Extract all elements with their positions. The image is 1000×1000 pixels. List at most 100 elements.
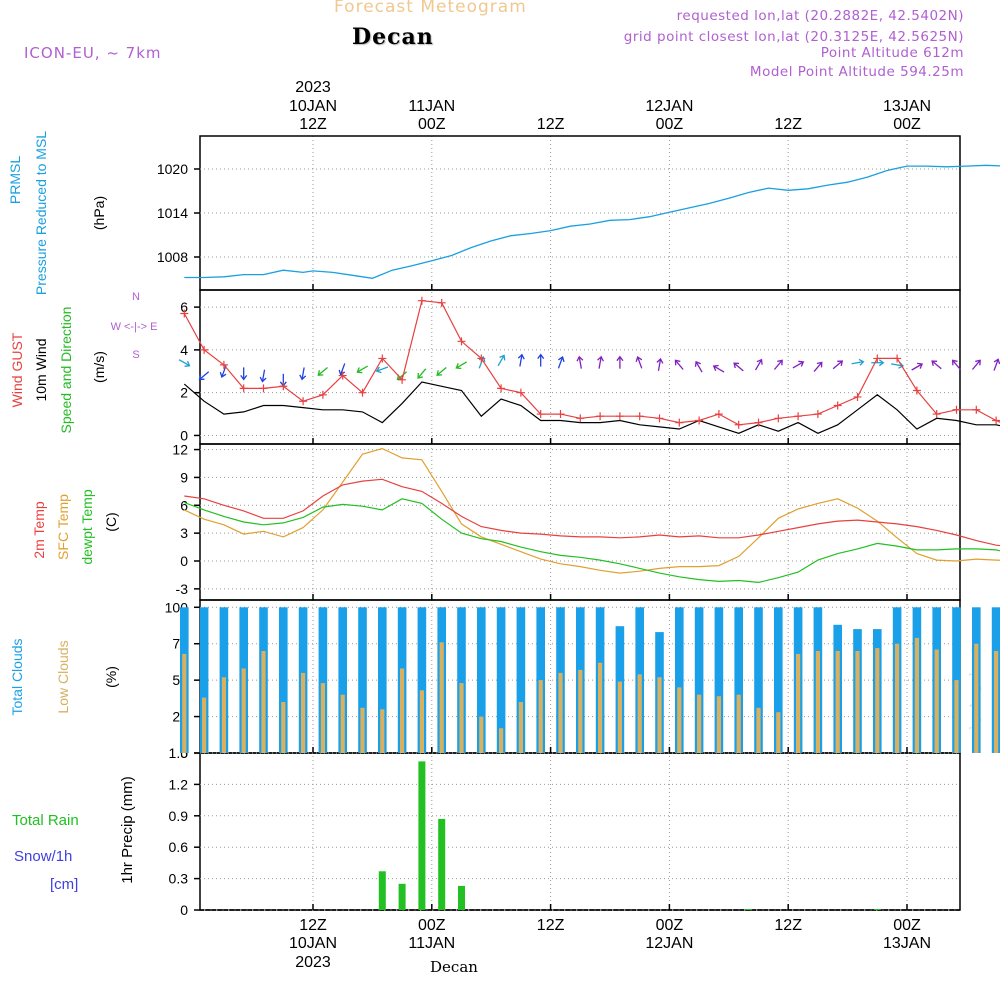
- wind-gust-marker: [952, 405, 961, 414]
- wind-gust-marker: [536, 410, 545, 419]
- pressure-line: [184, 164, 1000, 279]
- top-time-label: 13JAN: [883, 98, 931, 115]
- wind-label-gust: Wind GUST: [9, 332, 25, 407]
- wind-gust-marker: [972, 405, 981, 414]
- wind-arrow: [971, 359, 981, 370]
- grid-point-coords: grid point closest lon,lat (20.3125E, 42…: [623, 29, 964, 45]
- wind-speed-line: [183, 381, 1000, 434]
- cloud-label-low: Low Clouds: [55, 640, 71, 713]
- wind-gust-marker: [813, 410, 822, 419]
- low-cloud-bar: [855, 651, 860, 753]
- wind-arrow: [635, 356, 643, 369]
- wind-gust-line: [183, 300, 1000, 426]
- wind-arrow: [754, 358, 763, 371]
- pressure-label-desc: Pressure Reduced to MSL: [33, 131, 49, 295]
- total-cloud-bar: [694, 607, 704, 753]
- wind-gust-marker: [992, 416, 1000, 425]
- low-cloud-bar: [994, 651, 999, 753]
- wind-gust-marker: [477, 354, 486, 363]
- y-tick-label: 0: [180, 553, 188, 569]
- panel-frame-precip: [199, 752, 961, 911]
- temp-label-unit: (C): [103, 512, 119, 531]
- wind-gust-marker: [596, 412, 605, 421]
- bottom-time-label: 10JAN: [289, 935, 337, 952]
- wind-gust-marker: [378, 354, 387, 363]
- y-tick-label: 6: [180, 299, 188, 315]
- wind-gust-marker: [774, 414, 783, 423]
- total-cloud-bar: [754, 607, 763, 753]
- total-cloud-bar: [358, 607, 367, 753]
- wind-arrow: [375, 366, 389, 374]
- wind-arrow: [576, 355, 584, 369]
- wind-label-unit: (m/s): [91, 351, 107, 383]
- wind-gust-marker: [833, 401, 842, 410]
- low-cloud-bar: [202, 697, 207, 753]
- wind-label-10m: 10m Wind: [33, 338, 49, 401]
- low-cloud-bar: [340, 694, 345, 753]
- wind-label-dir: Speed and Direction: [58, 307, 74, 434]
- model-name: ICON-EU, ~ 7km: [24, 44, 162, 62]
- top-time-label: 10JAN: [289, 98, 337, 115]
- wind-arrow: [198, 371, 210, 381]
- wind-arrow: [616, 355, 624, 369]
- wind-gust-marker: [576, 414, 585, 423]
- low-cloud-bar: [182, 653, 187, 753]
- rain-bar: [745, 909, 753, 910]
- y-tick-label: 3: [180, 525, 188, 541]
- temp-label-dewpt: dewpt Temp: [79, 489, 95, 564]
- low-cloud-bar: [538, 680, 543, 753]
- y-tick-label: 4: [180, 342, 188, 358]
- bottom-time-label: 00Z: [893, 917, 921, 934]
- wind-arrow: [712, 364, 725, 373]
- low-cloud-bar: [914, 637, 919, 753]
- low-cloud-bar: [439, 642, 444, 753]
- y-tick-label: 0.3: [169, 871, 189, 887]
- wind-arrow: [338, 363, 346, 376]
- total-cloud-bar: [774, 607, 783, 753]
- low-cloud-bar: [895, 643, 900, 753]
- rain-bar: [418, 761, 426, 910]
- low-cloud-bar: [479, 716, 484, 753]
- wind-arrow: [517, 353, 525, 367]
- low-cloud-bar: [875, 648, 880, 753]
- wind-arrow: [993, 358, 1000, 371]
- bottom-time-label: 12Z: [537, 917, 565, 934]
- low-cloud-bar: [637, 674, 642, 753]
- y-tick-label: 9: [180, 469, 188, 485]
- y-tick-label: 12: [172, 442, 188, 458]
- total-cloud-bar: [199, 607, 209, 753]
- total-cloud-bar: [457, 607, 466, 753]
- y-tick-label: 6: [180, 497, 188, 513]
- precip-label-snow: Snow/1h: [14, 848, 72, 865]
- wind-gust-marker: [338, 371, 347, 380]
- low-cloud-bar: [716, 696, 721, 753]
- wind-gust-marker: [200, 345, 209, 354]
- wind-gust-marker: [893, 354, 902, 363]
- bottom-time-label: 00Z: [418, 917, 446, 934]
- bottom-time-label: 00Z: [656, 917, 684, 934]
- bottom-time-label: 13JAN: [883, 935, 931, 952]
- wind-arrow: [597, 355, 604, 369]
- low-cloud-bar: [518, 702, 523, 753]
- wind-arrow: [733, 362, 744, 372]
- low-cloud-bar: [241, 668, 246, 753]
- low-cloud-bar: [954, 680, 959, 753]
- model-altitude: Model Point Altitude 594.25m: [749, 64, 964, 80]
- low-cloud-bar: [558, 672, 563, 753]
- wind-gust-marker: [655, 414, 664, 423]
- low-cloud-bar: [400, 668, 405, 753]
- wind-arrow: [417, 368, 427, 379]
- top-time-label: 11JAN: [408, 98, 455, 115]
- top-time-label: 12JAN: [645, 98, 693, 115]
- low-cloud-bar: [697, 694, 702, 753]
- low-cloud-bar: [796, 653, 801, 753]
- bottom-year-label: 2023: [295, 954, 331, 971]
- compass-north: N: [132, 291, 140, 303]
- wind-arrow: [851, 358, 865, 366]
- wind-arrow: [656, 357, 664, 371]
- wind-gust-marker: [417, 296, 426, 305]
- rain-bar: [378, 871, 386, 910]
- total-cloud-bar: [279, 607, 288, 753]
- top-year-label: 2023: [295, 79, 331, 96]
